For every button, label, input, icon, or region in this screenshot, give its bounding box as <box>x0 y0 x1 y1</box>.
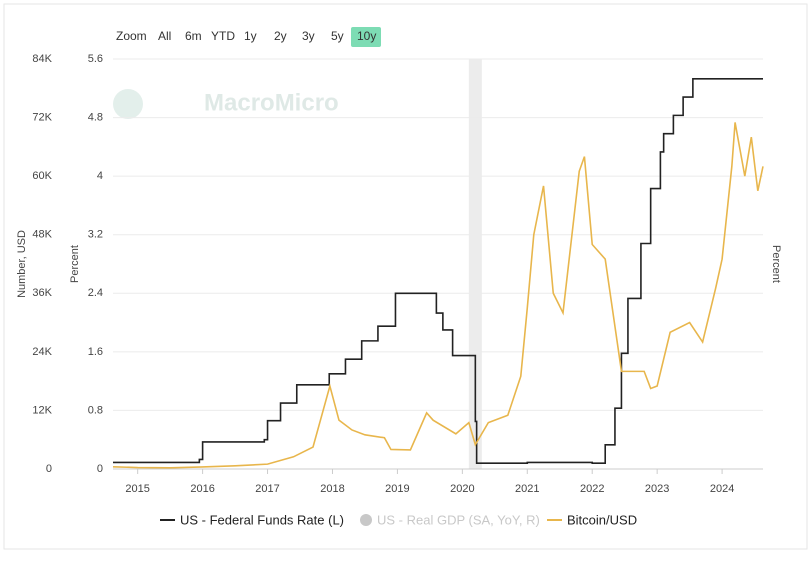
legend-entry[interactable]: US - Federal Funds Rate (L) <box>180 512 344 527</box>
x-tick-label: 2021 <box>515 483 539 495</box>
y2-tick-label: 0 <box>97 463 103 475</box>
range-button[interactable]: All <box>158 29 171 43</box>
x-tick-label: 2017 <box>255 483 279 495</box>
range-button[interactable]: 3y <box>302 29 315 43</box>
y-tick-label: 12K <box>32 404 52 416</box>
y2-tick-label: 1.6 <box>88 346 103 358</box>
x-tick-label: 2024 <box>710 483 734 495</box>
legend-entry[interactable]: US - Real GDP (SA, YoY, R) <box>377 512 540 527</box>
y2-tick-label: 0.8 <box>88 404 103 416</box>
range-button[interactable]: 2y <box>274 29 287 43</box>
y3-axis-label: Percent <box>770 245 782 283</box>
x-tick-label: 2019 <box>385 483 409 495</box>
zoom-label: Zoom <box>116 29 147 43</box>
x-tick-label: 2016 <box>190 483 214 495</box>
series-line <box>112 122 764 469</box>
legend-entry[interactable]: Bitcoin/USD <box>567 512 637 527</box>
series-line <box>113 77 763 464</box>
y-tick-label: 36K <box>32 287 52 299</box>
x-tick-label: 2023 <box>645 483 669 495</box>
y-tick-label: 84K <box>32 53 52 65</box>
watermark-logo <box>113 89 143 119</box>
y2-tick-label: 4.8 <box>88 111 103 123</box>
range-button[interactable]: 5y <box>331 29 344 43</box>
range-button[interactable]: 10y <box>357 29 376 43</box>
y-tick-label: 24K <box>32 346 52 358</box>
legend-symbol <box>360 514 372 526</box>
x-tick-label: 2022 <box>580 483 604 495</box>
range-button[interactable]: YTD <box>211 29 235 43</box>
y2-tick-label: 4 <box>97 170 103 182</box>
x-tick-label: 2015 <box>125 483 149 495</box>
x-tick-label: 2020 <box>450 483 474 495</box>
y2-tick-label: 5.6 <box>88 53 103 65</box>
y-axis-label: Number, USD <box>16 230 28 298</box>
y-tick-label: 60K <box>32 170 52 182</box>
y-tick-label: 48K <box>32 229 52 241</box>
shaded-band <box>468 59 482 469</box>
x-tick-label: 2018 <box>320 483 344 495</box>
y2-tick-label: 3.2 <box>88 229 103 241</box>
range-button[interactable]: 1y <box>244 29 257 43</box>
y2-tick-label: 2.4 <box>88 287 103 299</box>
range-button[interactable]: 6m <box>185 29 202 43</box>
y-tick-label: 72K <box>32 111 52 123</box>
y2-axis-label: Percent <box>69 245 81 283</box>
y-tick-label: 0 <box>46 463 52 475</box>
range-button-active <box>351 27 381 47</box>
watermark: MacroMicro <box>204 89 339 116</box>
